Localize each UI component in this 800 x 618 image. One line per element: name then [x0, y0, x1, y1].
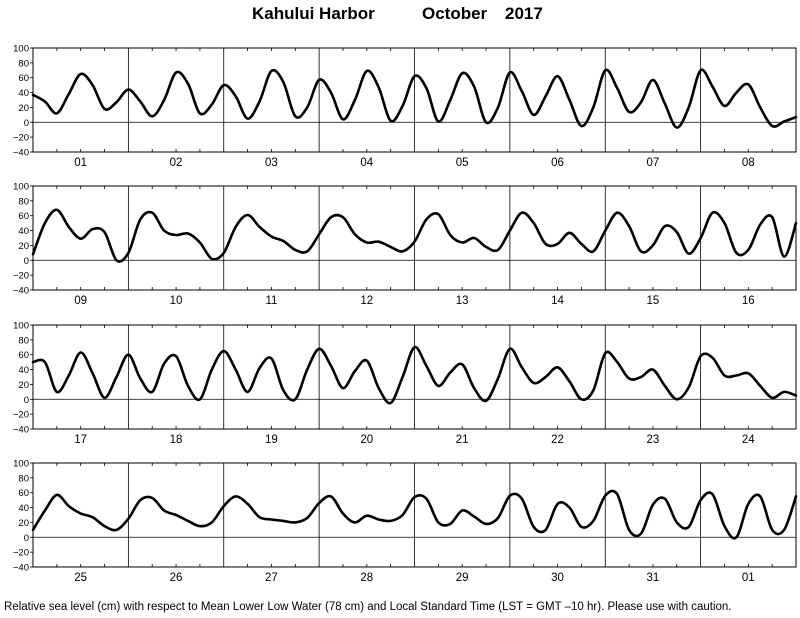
y-tick-label: −20: [13, 410, 29, 421]
y-tick-label: 0: [24, 118, 29, 129]
y-tick-label: 80: [18, 473, 29, 484]
y-tick-label: −40: [13, 148, 29, 159]
y-tick-label: 0: [24, 533, 29, 544]
y-tick-label: 80: [18, 58, 29, 69]
y-tick-label: 60: [18, 488, 29, 499]
y-tick-label: −20: [13, 548, 29, 559]
day-label: 28: [360, 572, 373, 584]
y-tick-label: 60: [18, 73, 29, 84]
sea-level-line: [31, 68, 798, 129]
day-label: 26: [170, 572, 183, 584]
y-tick-label: 40: [18, 365, 29, 376]
chart-title: Kahului Harbor October 2017: [0, 4, 800, 28]
day-label: 13: [456, 295, 469, 307]
y-tick-label: 100: [13, 44, 29, 55]
y-tick-label: 20: [18, 380, 29, 391]
y-tick-label: 0: [24, 256, 29, 267]
title-month: October: [422, 4, 488, 23]
y-tick-label: 20: [18, 518, 29, 529]
day-label: 07: [647, 157, 660, 169]
day-label: 11: [265, 295, 277, 307]
day-label: 17: [74, 434, 87, 446]
day-label: 18: [170, 434, 183, 446]
footnote: Relative sea level (cm) with respect to …: [4, 601, 732, 613]
y-tick-label: 40: [18, 88, 29, 99]
day-label: 09: [74, 295, 87, 307]
y-tick-label: 80: [18, 196, 29, 207]
day-label: 27: [265, 572, 278, 584]
sea-level-line: [31, 208, 798, 263]
y-tick-label: 20: [18, 103, 29, 114]
tide-chart: 01 02 03 04 05 06 07 08 −40 −20 0 20 40 60 80 100 09 10 11…: [13, 44, 798, 584]
day-label: 21: [456, 434, 469, 446]
day-label: 20: [360, 434, 373, 446]
day-label: 04: [360, 157, 373, 169]
y-tick-label: 60: [18, 211, 29, 222]
day-label: 14: [551, 295, 564, 307]
day-label: 02: [170, 157, 183, 169]
day-label: 16: [742, 295, 755, 307]
day-label: 23: [647, 434, 660, 446]
y-tick-label: 60: [18, 350, 29, 361]
y-tick-label: 40: [18, 503, 29, 514]
sea-level-line: [31, 489, 798, 540]
y-tick-label: −20: [13, 271, 29, 282]
sea-level-line: [31, 345, 798, 405]
day-label: 03: [265, 157, 278, 169]
title-station: Kahului Harbor: [252, 4, 375, 23]
day-label: 06: [551, 157, 564, 169]
y-tick-label: −40: [13, 563, 29, 574]
day-label: 22: [551, 434, 564, 446]
y-tick-label: −40: [13, 425, 29, 436]
y-tick-label: −20: [13, 133, 29, 144]
day-label: 08: [742, 157, 755, 169]
y-tick-label: 40: [18, 226, 29, 237]
day-label: 25: [74, 572, 87, 584]
y-tick-label: 80: [18, 335, 29, 346]
day-label: 29: [456, 572, 469, 584]
day-label: 01: [742, 572, 755, 584]
day-label: 15: [647, 295, 660, 307]
day-label: 30: [551, 572, 564, 584]
y-tick-label: 100: [13, 321, 29, 332]
y-tick-label: 20: [18, 241, 29, 252]
y-tick-label: 0: [24, 395, 29, 406]
day-label: 19: [265, 434, 278, 446]
day-label: 31: [647, 572, 660, 584]
title-year: 2017: [505, 4, 543, 23]
y-tick-label: 100: [13, 459, 29, 470]
day-label: 12: [360, 295, 373, 307]
day-label: 10: [170, 295, 183, 307]
day-label: 24: [742, 434, 755, 446]
day-label: 01: [74, 157, 87, 169]
y-tick-label: 100: [13, 182, 29, 193]
day-label: 05: [456, 157, 469, 169]
y-tick-label: −40: [13, 286, 29, 297]
